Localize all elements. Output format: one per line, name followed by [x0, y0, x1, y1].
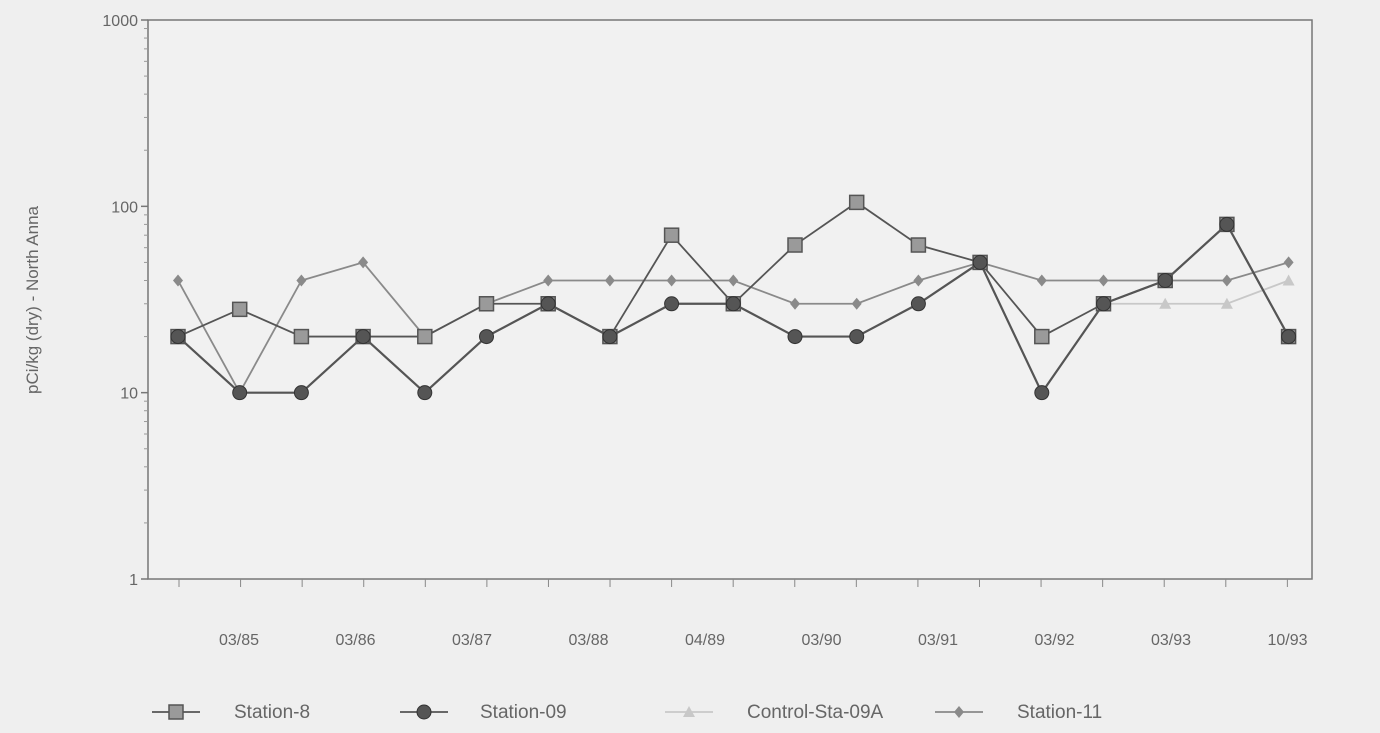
legend-item: Station-09: [400, 702, 567, 723]
data-point: [851, 297, 862, 310]
data-point: [1283, 256, 1294, 269]
data-point: [910, 237, 927, 253]
data-point: [663, 227, 680, 243]
data-point: [1282, 274, 1295, 286]
data-point: [604, 274, 615, 287]
data-point: [543, 274, 554, 287]
legend-item: Station-8: [152, 702, 310, 723]
data-point: [787, 329, 803, 345]
data-point: [790, 297, 800, 310]
data-point: [293, 385, 309, 401]
legend: Station-8 Station-09 Control-Sta-09A Statio…: [152, 702, 1102, 723]
data-point: [1034, 328, 1050, 345]
x-tick-label: 03/86: [335, 632, 375, 649]
data-point: [170, 329, 186, 345]
data-point: [664, 296, 680, 312]
data-point: [972, 254, 988, 270]
legend-label: Station-8: [234, 702, 310, 723]
data-point: [231, 301, 248, 318]
data-point: [1096, 296, 1111, 312]
data-point: [358, 256, 369, 269]
data-point: [787, 237, 803, 253]
x-tick-label: 04/89: [685, 632, 725, 649]
legend-item: Control-Sta-09A: [665, 702, 884, 723]
x-tick-label: 10/93: [1267, 632, 1307, 649]
data-point: [602, 329, 618, 345]
legend-item: Station-11: [935, 702, 1102, 723]
y-axis-label: pCi/kg (dry) - North Anna: [23, 205, 42, 394]
data-point: [416, 704, 432, 720]
x-tick-label: 03/85: [219, 632, 259, 649]
data-point: [954, 706, 964, 718]
data-point: [725, 296, 741, 312]
data-point: [913, 274, 924, 287]
x-tick-label: 03/87: [452, 632, 492, 649]
x-axis: 03/85 03/86 03/87 03/88 04/89 03/90 03/91 03/92…: [219, 632, 1308, 649]
x-tick-label: 03/92: [1034, 632, 1074, 649]
legend-label: Station-09: [480, 702, 567, 723]
x-tick-label: 03/93: [1151, 632, 1191, 649]
data-point: [540, 296, 556, 312]
series-layer: [170, 194, 1297, 401]
x-tick-label: 03/91: [918, 632, 958, 649]
data-point: [666, 274, 677, 287]
data-point: [1220, 297, 1233, 309]
data-point: [296, 274, 307, 287]
data-point: [910, 296, 926, 312]
y-tick-label: 100: [111, 199, 138, 216]
y-axis: 1 10 100 1000: [102, 13, 148, 589]
x-minor-ticks: [178, 579, 1288, 587]
data-point: [232, 385, 248, 401]
y-tick-label: 1000: [102, 13, 138, 30]
data-point: [417, 328, 433, 345]
data-point: [1159, 297, 1172, 309]
legend-label: Control-Sta-09A: [747, 702, 884, 723]
x-tick-label: 03/88: [568, 632, 608, 649]
data-point: [1034, 385, 1050, 401]
legend-label: Station-11: [1017, 702, 1102, 723]
data-point: [479, 329, 494, 345]
data-point: [478, 296, 495, 312]
data-point: [173, 274, 183, 287]
data-point: [848, 194, 865, 211]
y-tick-label: 1: [129, 572, 138, 589]
x-tick-label: 03/90: [801, 632, 841, 649]
data-point: [293, 328, 310, 345]
data-point: [1219, 216, 1235, 232]
data-point: [1157, 272, 1173, 288]
data-point: [168, 704, 184, 720]
data-point: [417, 385, 433, 401]
data-point: [1098, 274, 1109, 287]
data-point: [728, 274, 739, 287]
data-point: [683, 706, 695, 717]
y-tick-label: 10: [120, 386, 138, 403]
data-point: [849, 329, 865, 345]
data-point: [1221, 274, 1232, 287]
data-point: [1281, 329, 1297, 345]
data-point: [1036, 274, 1047, 287]
series-station-09: [170, 216, 1297, 401]
data-point: [355, 329, 371, 345]
